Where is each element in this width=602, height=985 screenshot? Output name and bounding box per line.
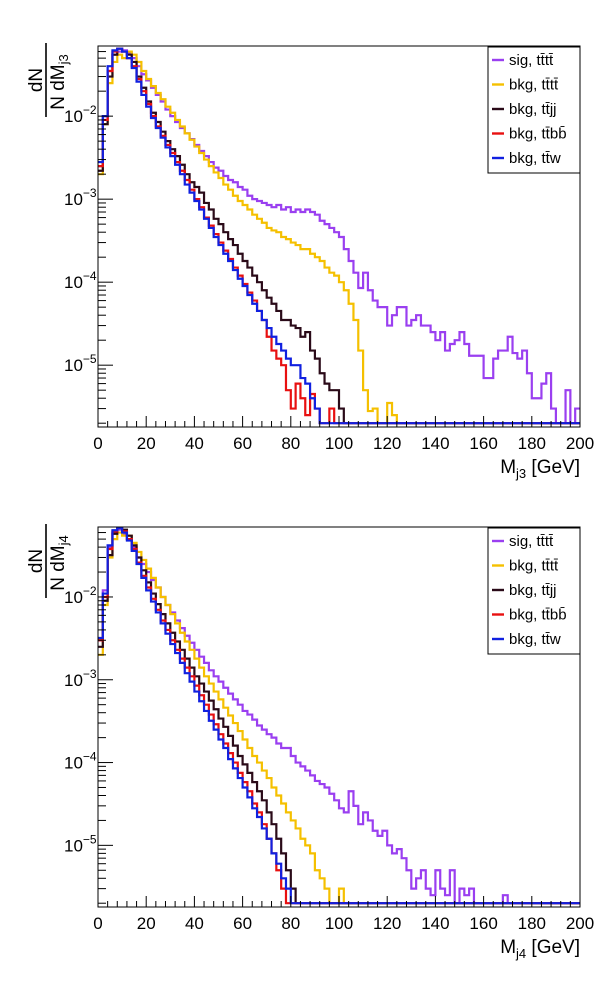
x-tick-label: 100 [325, 914, 353, 933]
y-axis-title: dN N dMj4 [26, 524, 71, 598]
y-axis-title-denominator: N dMj4 [48, 535, 71, 591]
legend: sig, tt̄tt̄ bkg, tt̄tt̄ bkg, tt̄jj bkg, tt̄… [487, 46, 581, 174]
x-tick-label: 0 [93, 434, 102, 453]
series-group [98, 527, 580, 905]
legend-entry-label: bkg, tt̄bb̄ [509, 607, 567, 624]
x-axis-title: Mj3 [GeV] [500, 457, 580, 481]
y-axis-title-subscript: j4 [56, 535, 71, 546]
x-tick-label: 60 [233, 914, 252, 933]
series-5-line [98, 47, 580, 425]
x-tick-label: 160 [469, 914, 497, 933]
y-tick-label: 10−4 [64, 269, 97, 292]
chart-panel-2: 0 20 40 60 80 100 120 140 160 180 20010−510−410−31… [26, 524, 594, 961]
y-tick-exponent: −2 [83, 103, 97, 117]
y-tick-exponent: −3 [83, 186, 97, 200]
x-tick-label: 180 [518, 914, 546, 933]
x-axis-title: Mj4 [GeV] [500, 937, 580, 961]
x-axis-title-subscript: j3 [515, 466, 526, 481]
y-axis-title-subscript: j3 [56, 54, 71, 65]
x-tick-label: 40 [185, 434, 204, 453]
y-tick-exponent: −4 [83, 269, 97, 283]
x-axis-title-unit: [GeV] [526, 457, 580, 478]
y-tick-label: 10−5 [64, 832, 97, 855]
y-tick-label: 10−4 [64, 750, 97, 773]
x-axis-title-unit: [GeV] [526, 937, 580, 958]
legend-entry-label: bkg, tt̄tt̄ [509, 558, 559, 575]
y-axis-title: dN N dMj3 [26, 43, 71, 117]
legend-entry-label: sig, tt̄tt̄ [509, 533, 554, 550]
x-tick-label: 100 [325, 434, 353, 453]
legend-entry-label: bkg, tt̄tt̄ [509, 77, 559, 94]
legend-entry-label: bkg, tt̄w [509, 150, 561, 167]
legend-entry-label: bkg, tt̄jj [509, 101, 557, 118]
x-tick-label: 60 [233, 434, 252, 453]
x-tick-label: 40 [185, 914, 204, 933]
x-tick-label: 20 [137, 914, 156, 933]
y-axis-title-denominator: N dMj3 [48, 54, 71, 110]
legend: sig, tt̄tt̄ bkg, tt̄tt̄ bkg, tt̄jj bkg, tt̄… [487, 527, 581, 655]
y-tick-label: 10−3 [64, 186, 97, 209]
y-tick-exponent: −5 [83, 352, 97, 366]
legend-entry-label: sig, tt̄tt̄ [509, 52, 554, 69]
x-tick-label: 80 [281, 434, 300, 453]
x-tick-label: 120 [373, 914, 401, 933]
x-tick-label: 200 [566, 434, 594, 453]
x-tick-label: 180 [518, 434, 546, 453]
legend-entry-label: bkg, tt̄bb̄ [509, 126, 567, 143]
y-tick-label: 10−5 [64, 352, 97, 375]
y-axis-title-numerator: dN [26, 68, 47, 92]
y-axis-title-numerator: dN [26, 549, 47, 573]
x-tick-label: 140 [421, 434, 449, 453]
y-tick-label: 10−3 [64, 667, 97, 690]
x-tick-label: 20 [137, 434, 156, 453]
x-axis-title-subscript: j4 [515, 946, 526, 961]
x-tick-label: 160 [469, 434, 497, 453]
x-tick-label: 200 [566, 914, 594, 933]
series-5-line [98, 527, 580, 905]
chart-panel-1: 0 20 40 60 80 100 120 140 160 180 20010−510−410−31… [26, 43, 594, 481]
legend-entry-label: bkg, tt̄w [509, 631, 561, 648]
x-tick-label: 0 [93, 914, 102, 933]
y-tick-exponent: −4 [83, 750, 97, 764]
x-tick-label: 80 [281, 914, 300, 933]
legend-entry-label: bkg, tt̄jj [509, 582, 557, 599]
y-tick-exponent: −3 [83, 667, 97, 681]
series-group [98, 47, 580, 425]
y-tick-exponent: −5 [83, 832, 97, 846]
y-tick-exponent: −2 [83, 584, 97, 598]
x-tick-label: 140 [421, 914, 449, 933]
x-tick-label: 120 [373, 434, 401, 453]
